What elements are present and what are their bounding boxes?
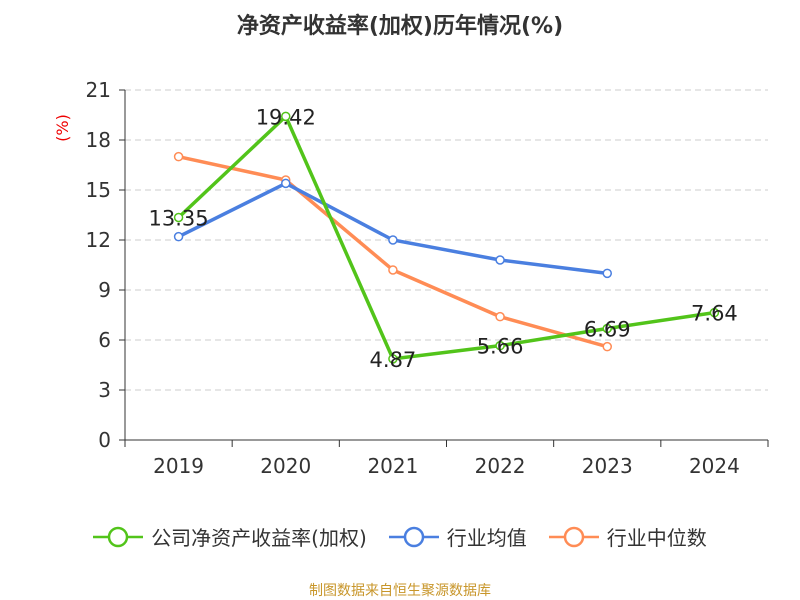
data-point <box>388 354 398 364</box>
legend-label: 行业均值 <box>446 526 527 550</box>
legend-marker-icon <box>388 526 439 547</box>
data-point <box>602 268 612 279</box>
data-label: 7.64 <box>691 302 738 326</box>
data-point <box>173 231 184 242</box>
y-tick-label: 9 <box>98 278 111 302</box>
y-tick-label: 6 <box>98 328 111 352</box>
legend-label: 行业中位数 <box>606 526 707 550</box>
data-point <box>495 255 505 265</box>
legend-item[interactable]: 公司净资产收益率(加权) <box>93 522 367 551</box>
data-point <box>173 212 184 223</box>
series-line <box>177 181 608 276</box>
y-tick-label: 18 <box>86 128 111 152</box>
x-tick-label: 2024 <box>689 454 740 478</box>
chart-title: 净资产收益率(加权)历年情况(%) <box>236 14 564 39</box>
data-point <box>388 265 398 275</box>
legend: 公司净资产收益率(加权) 行业均值 行业中位数 <box>0 522 800 551</box>
legend-marker-icon <box>93 526 144 547</box>
y-tick-label: 15 <box>86 178 111 202</box>
y-tick-label: 21 <box>86 78 111 102</box>
x-tick-label: 2021 <box>367 454 418 478</box>
data-label: 19.42 <box>256 105 316 129</box>
data-label: 4.87 <box>370 348 417 372</box>
legend-marker-icon <box>548 526 599 547</box>
source-note: 制图数据来自恒生聚源数据库 <box>309 583 491 599</box>
data-point <box>602 323 612 334</box>
x-tick-label: 2023 <box>582 454 633 478</box>
data-point <box>495 340 505 351</box>
data-point <box>602 341 612 352</box>
x-tick-label: 2020 <box>260 454 311 478</box>
data-point <box>388 235 398 245</box>
x-tick-label: 2019 <box>153 454 204 478</box>
legend-item[interactable]: 行业中位数 <box>548 522 707 551</box>
y-tick-label: 12 <box>86 228 111 252</box>
series-line <box>177 113 715 361</box>
data-label: 5.66 <box>477 335 524 359</box>
data-point <box>709 307 720 318</box>
series-line <box>178 154 608 349</box>
data-label: 13.35 <box>149 207 209 231</box>
data-point <box>173 151 184 162</box>
data-label: 6.69 <box>584 318 631 342</box>
y-axis-label: (%) <box>53 114 72 142</box>
data-point <box>281 178 291 189</box>
data-point <box>281 111 291 122</box>
y-tick-label: 0 <box>98 428 111 452</box>
legend-label: 公司净资产收益率(加权) <box>151 526 367 550</box>
y-tick-label: 3 <box>98 378 111 402</box>
x-tick-label: 2022 <box>475 454 526 478</box>
data-point <box>495 311 505 322</box>
legend-item[interactable]: 行业均值 <box>388 522 527 551</box>
